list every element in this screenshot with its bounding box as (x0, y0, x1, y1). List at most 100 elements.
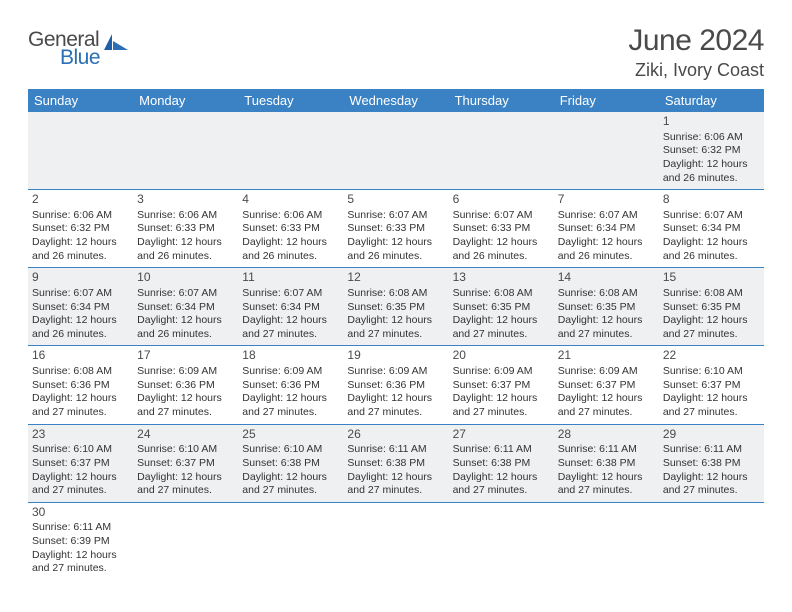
sunset-line: Sunset: 6:34 PM (137, 301, 234, 315)
daylight-line: Daylight: 12 hours and 27 minutes. (32, 549, 129, 576)
day-number: 15 (663, 270, 760, 286)
calendar-cell (28, 112, 133, 190)
sunrise-line: Sunrise: 6:09 AM (242, 365, 339, 379)
weekday-header: Saturday (659, 89, 764, 112)
calendar-cell (238, 502, 343, 580)
calendar-cell: 14Sunrise: 6:08 AMSunset: 6:35 PMDayligh… (554, 268, 659, 346)
calendar-cell: 19Sunrise: 6:09 AMSunset: 6:36 PMDayligh… (343, 346, 448, 424)
sunset-line: Sunset: 6:38 PM (453, 457, 550, 471)
sunset-line: Sunset: 6:36 PM (242, 379, 339, 393)
day-info: Sunrise: 6:08 AMSunset: 6:35 PMDaylight:… (558, 287, 655, 342)
daylight-line: Daylight: 12 hours and 27 minutes. (663, 314, 760, 341)
sunrise-line: Sunrise: 6:06 AM (137, 209, 234, 223)
sunset-line: Sunset: 6:34 PM (663, 222, 760, 236)
calendar-cell (343, 112, 448, 190)
daylight-line: Daylight: 12 hours and 26 minutes. (242, 236, 339, 263)
calendar-cell: 29Sunrise: 6:11 AMSunset: 6:38 PMDayligh… (659, 424, 764, 502)
day-info: Sunrise: 6:09 AMSunset: 6:36 PMDaylight:… (347, 365, 444, 420)
daylight-line: Daylight: 12 hours and 26 minutes. (32, 314, 129, 341)
day-info: Sunrise: 6:10 AMSunset: 6:38 PMDaylight:… (242, 443, 339, 498)
day-info: Sunrise: 6:10 AMSunset: 6:37 PMDaylight:… (663, 365, 760, 420)
logo-flag-icon (104, 32, 132, 57)
day-info: Sunrise: 6:09 AMSunset: 6:37 PMDaylight:… (558, 365, 655, 420)
day-info: Sunrise: 6:09 AMSunset: 6:36 PMDaylight:… (137, 365, 234, 420)
weekday-header-row: SundayMondayTuesdayWednesdayThursdayFrid… (28, 89, 764, 112)
sunset-line: Sunset: 6:37 PM (32, 457, 129, 471)
daylight-line: Daylight: 12 hours and 27 minutes. (242, 314, 339, 341)
calendar-row: 2Sunrise: 6:06 AMSunset: 6:32 PMDaylight… (28, 190, 764, 268)
day-number: 29 (663, 427, 760, 443)
day-number: 25 (242, 427, 339, 443)
day-number: 17 (137, 348, 234, 364)
calendar-cell (449, 502, 554, 580)
sunrise-line: Sunrise: 6:10 AM (137, 443, 234, 457)
day-number: 22 (663, 348, 760, 364)
calendar-cell: 5Sunrise: 6:07 AMSunset: 6:33 PMDaylight… (343, 190, 448, 268)
calendar-cell: 9Sunrise: 6:07 AMSunset: 6:34 PMDaylight… (28, 268, 133, 346)
calendar-row: 23Sunrise: 6:10 AMSunset: 6:37 PMDayligh… (28, 424, 764, 502)
header: General Blue June 2024 Ziki, Ivory Coast (28, 24, 764, 81)
day-number: 14 (558, 270, 655, 286)
calendar-cell: 17Sunrise: 6:09 AMSunset: 6:36 PMDayligh… (133, 346, 238, 424)
calendar-cell: 15Sunrise: 6:08 AMSunset: 6:35 PMDayligh… (659, 268, 764, 346)
calendar-cell (238, 112, 343, 190)
calendar-cell (133, 112, 238, 190)
day-info: Sunrise: 6:10 AMSunset: 6:37 PMDaylight:… (32, 443, 129, 498)
day-number: 30 (32, 505, 129, 521)
sunrise-line: Sunrise: 6:11 AM (663, 443, 760, 457)
sunrise-line: Sunrise: 6:11 AM (558, 443, 655, 457)
sunset-line: Sunset: 6:38 PM (242, 457, 339, 471)
day-number: 24 (137, 427, 234, 443)
daylight-line: Daylight: 12 hours and 26 minutes. (558, 236, 655, 263)
day-info: Sunrise: 6:07 AMSunset: 6:34 PMDaylight:… (137, 287, 234, 342)
day-number: 19 (347, 348, 444, 364)
day-number: 18 (242, 348, 339, 364)
calendar-cell: 26Sunrise: 6:11 AMSunset: 6:38 PMDayligh… (343, 424, 448, 502)
sunrise-line: Sunrise: 6:06 AM (663, 131, 760, 145)
day-number: 26 (347, 427, 444, 443)
sunrise-line: Sunrise: 6:09 AM (558, 365, 655, 379)
calendar-cell: 11Sunrise: 6:07 AMSunset: 6:34 PMDayligh… (238, 268, 343, 346)
sunrise-line: Sunrise: 6:07 AM (347, 209, 444, 223)
day-info: Sunrise: 6:08 AMSunset: 6:35 PMDaylight:… (453, 287, 550, 342)
sunset-line: Sunset: 6:37 PM (558, 379, 655, 393)
calendar-cell: 30Sunrise: 6:11 AMSunset: 6:39 PMDayligh… (28, 502, 133, 580)
calendar-cell: 18Sunrise: 6:09 AMSunset: 6:36 PMDayligh… (238, 346, 343, 424)
sunset-line: Sunset: 6:33 PM (347, 222, 444, 236)
calendar-cell: 28Sunrise: 6:11 AMSunset: 6:38 PMDayligh… (554, 424, 659, 502)
sunset-line: Sunset: 6:37 PM (137, 457, 234, 471)
day-info: Sunrise: 6:11 AMSunset: 6:39 PMDaylight:… (32, 521, 129, 576)
calendar-cell: 24Sunrise: 6:10 AMSunset: 6:37 PMDayligh… (133, 424, 238, 502)
daylight-line: Daylight: 12 hours and 27 minutes. (32, 392, 129, 419)
day-info: Sunrise: 6:10 AMSunset: 6:37 PMDaylight:… (137, 443, 234, 498)
sunrise-line: Sunrise: 6:07 AM (453, 209, 550, 223)
calendar-cell: 1Sunrise: 6:06 AMSunset: 6:32 PMDaylight… (659, 112, 764, 190)
daylight-line: Daylight: 12 hours and 27 minutes. (137, 471, 234, 498)
weekday-header: Tuesday (238, 89, 343, 112)
day-number: 8 (663, 192, 760, 208)
day-info: Sunrise: 6:11 AMSunset: 6:38 PMDaylight:… (453, 443, 550, 498)
day-number: 3 (137, 192, 234, 208)
sunset-line: Sunset: 6:33 PM (242, 222, 339, 236)
day-info: Sunrise: 6:07 AMSunset: 6:34 PMDaylight:… (242, 287, 339, 342)
sunrise-line: Sunrise: 6:07 AM (32, 287, 129, 301)
day-number: 23 (32, 427, 129, 443)
day-number: 12 (347, 270, 444, 286)
sunset-line: Sunset: 6:37 PM (453, 379, 550, 393)
calendar-cell: 27Sunrise: 6:11 AMSunset: 6:38 PMDayligh… (449, 424, 554, 502)
day-number: 21 (558, 348, 655, 364)
weekday-header: Monday (133, 89, 238, 112)
calendar-row: 1Sunrise: 6:06 AMSunset: 6:32 PMDaylight… (28, 112, 764, 190)
daylight-line: Daylight: 12 hours and 27 minutes. (242, 392, 339, 419)
sunset-line: Sunset: 6:38 PM (347, 457, 444, 471)
daylight-line: Daylight: 12 hours and 27 minutes. (347, 314, 444, 341)
weekday-header: Sunday (28, 89, 133, 112)
calendar-cell: 10Sunrise: 6:07 AMSunset: 6:34 PMDayligh… (133, 268, 238, 346)
daylight-line: Daylight: 12 hours and 26 minutes. (453, 236, 550, 263)
day-number: 27 (453, 427, 550, 443)
day-info: Sunrise: 6:09 AMSunset: 6:37 PMDaylight:… (453, 365, 550, 420)
day-number: 6 (453, 192, 550, 208)
calendar-cell: 8Sunrise: 6:07 AMSunset: 6:34 PMDaylight… (659, 190, 764, 268)
calendar-cell (133, 502, 238, 580)
sunrise-line: Sunrise: 6:07 AM (242, 287, 339, 301)
